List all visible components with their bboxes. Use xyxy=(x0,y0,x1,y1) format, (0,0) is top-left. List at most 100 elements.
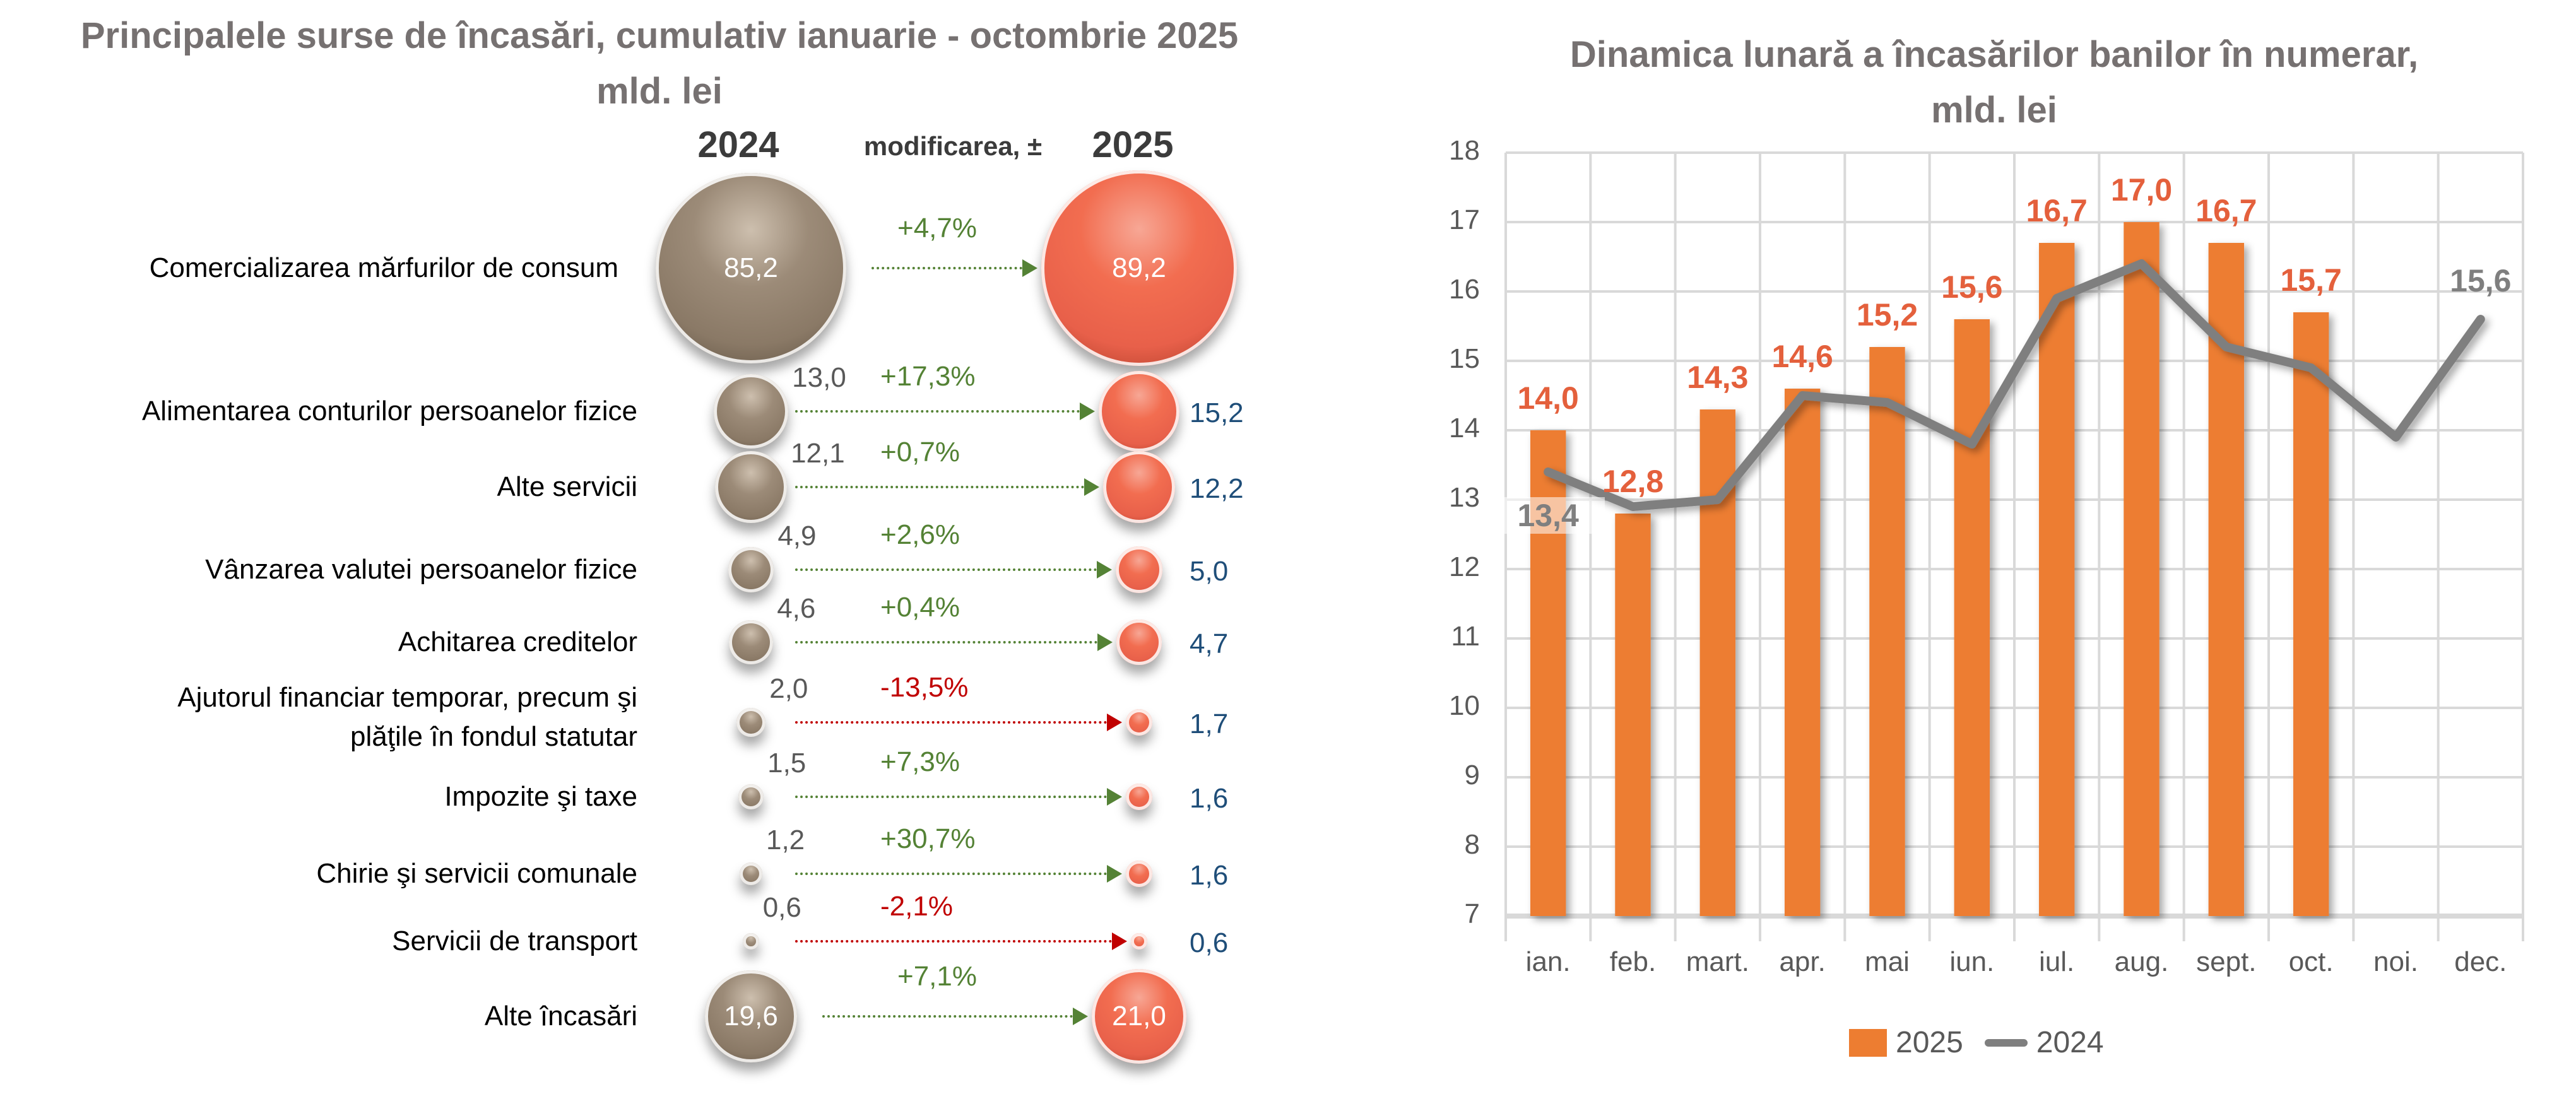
header-2025: 2025 xyxy=(1092,124,1174,165)
change-arrow xyxy=(795,873,1108,875)
row-label: Comercializarea mărfurilor de consum xyxy=(149,252,618,283)
change-arrow xyxy=(795,568,1097,571)
change-arrow xyxy=(795,410,1080,413)
value-2025: 0,6 xyxy=(1190,927,1229,958)
chart-title-line1: Dinamica lunară a încasărilor banilor în… xyxy=(1569,34,2419,75)
y-tick-label: 13 xyxy=(1449,482,1480,513)
bubble-2025: 89,2 xyxy=(1041,170,1237,366)
bubble-2025 xyxy=(1131,933,1147,949)
bubble-2024 xyxy=(743,933,759,949)
change-pct: -2,1% xyxy=(880,891,953,922)
x-tick-label: dec. xyxy=(2454,946,2507,977)
value-2024: 85,2 xyxy=(724,252,778,283)
arrow-head-icon xyxy=(1097,633,1113,651)
row-label: Chirie şi servicii comunale xyxy=(316,858,637,889)
bubble-2024: 85,2 xyxy=(655,172,847,364)
row-label: Alte servicii xyxy=(497,471,638,502)
x-tick-label: mart. xyxy=(1686,946,1749,977)
bubble-2025: 21,0 xyxy=(1091,968,1187,1064)
bubble-2024 xyxy=(728,546,774,593)
y-tick-label: 10 xyxy=(1449,690,1480,721)
arrow-head-icon xyxy=(1072,1008,1088,1025)
change-pct: +2,6% xyxy=(880,519,960,550)
change-pct: -13,5% xyxy=(880,672,969,703)
change-pct: +7,1% xyxy=(897,961,977,992)
header-change: modificarea, ± xyxy=(863,131,1043,161)
header-2024: 2024 xyxy=(697,124,779,165)
y-tick-label: 12 xyxy=(1449,551,1480,582)
y-tick-label: 18 xyxy=(1449,135,1480,166)
row-label: Achitarea creditelor xyxy=(398,626,637,657)
arrow-head-icon xyxy=(1106,714,1122,731)
y-tick-label: 16 xyxy=(1449,274,1480,305)
bar-data-label: 14,0 xyxy=(1517,380,1579,416)
bar-2025 xyxy=(1615,514,1651,916)
value-2025: 1,7 xyxy=(1190,708,1229,739)
x-tick-label: feb. xyxy=(1609,946,1657,977)
bar-2025 xyxy=(2208,243,2245,916)
value-2024: 2,0 xyxy=(769,673,808,704)
bar-data-label: 16,7 xyxy=(2026,193,2088,228)
change-arrow xyxy=(822,1015,1073,1018)
chart-legend: 2025 2024 xyxy=(1849,1025,2104,1060)
row-label-line2: plăţile în fondul statutar xyxy=(350,721,637,752)
value-2024: 13,0 xyxy=(792,362,846,393)
bubble-2024 xyxy=(714,450,788,524)
value-2024: 12,1 xyxy=(791,438,845,469)
legend-label-2024: 2024 xyxy=(2036,1026,2104,1059)
row-label: Ajutorul financiar temporar, precum şi xyxy=(177,682,637,713)
bubble-2025 xyxy=(1126,861,1152,887)
value-2025: 21,0 xyxy=(1112,1000,1166,1032)
arrow-head-icon xyxy=(1084,478,1099,496)
x-tick-label: oct. xyxy=(2288,946,2334,977)
x-tick-label: ian. xyxy=(1525,946,1571,977)
legend-swatch-2024 xyxy=(1984,1038,2028,1047)
y-tick-label: 11 xyxy=(1451,621,1480,652)
change-arrow xyxy=(795,721,1107,724)
bar-data-label: 15,2 xyxy=(1856,297,1918,332)
legend-label-2025: 2025 xyxy=(1896,1026,1963,1059)
bubble-2024 xyxy=(728,620,774,665)
value-2025: 89,2 xyxy=(1112,252,1166,283)
row-label: Vânzarea valutei persoanelor fizice xyxy=(205,554,637,585)
bubble-2024 xyxy=(738,784,764,810)
left-title-line2: mld. lei xyxy=(596,71,723,112)
bar-data-label: 16,7 xyxy=(2195,193,2257,228)
change-arrow xyxy=(795,796,1108,798)
bar-data-label: 14,3 xyxy=(1687,360,1749,395)
change-pct: +4,7% xyxy=(897,213,977,244)
bubble-2024: 19,6 xyxy=(705,970,797,1062)
bubble-2025 xyxy=(1126,784,1152,810)
change-pct: +0,4% xyxy=(880,592,960,623)
change-arrow xyxy=(795,486,1084,488)
x-tick-label: sept. xyxy=(2196,946,2257,977)
bubble-2025 xyxy=(1099,371,1179,452)
chart-title-line2: mld. lei xyxy=(1931,90,2057,131)
bubble-2025 xyxy=(1116,546,1162,593)
value-2025: 1,6 xyxy=(1190,783,1229,814)
bar-2025 xyxy=(2293,312,2329,916)
y-tick-label: 7 xyxy=(1464,898,1480,929)
value-2024: 19,6 xyxy=(724,1000,778,1032)
bar-data-label: 15,7 xyxy=(2280,262,2342,298)
value-2024: 1,5 xyxy=(767,748,806,779)
value-2024: 0,6 xyxy=(762,892,801,923)
value-2025: 15,2 xyxy=(1190,397,1244,428)
row-label: Alimentarea conturilor persoanelor fizic… xyxy=(141,396,637,426)
bubble-2025 xyxy=(1102,450,1176,524)
arrow-head-icon xyxy=(1080,403,1096,420)
change-pct: +17,3% xyxy=(880,361,976,392)
bar-data-label: 17,0 xyxy=(2110,172,2173,208)
y-tick-label: 15 xyxy=(1449,343,1480,374)
bubble-2025 xyxy=(1125,708,1153,736)
bubble-2024 xyxy=(736,707,766,738)
change-pct: +30,7% xyxy=(880,823,976,854)
value-2024: 1,2 xyxy=(765,825,805,855)
value-2025: 4,7 xyxy=(1190,628,1229,659)
bar-2025 xyxy=(1784,389,1821,916)
bar-2025 xyxy=(2124,222,2159,916)
arrow-head-icon xyxy=(1107,865,1123,883)
value-2025: 1,6 xyxy=(1190,860,1229,891)
bar-2025 xyxy=(1869,347,1905,916)
